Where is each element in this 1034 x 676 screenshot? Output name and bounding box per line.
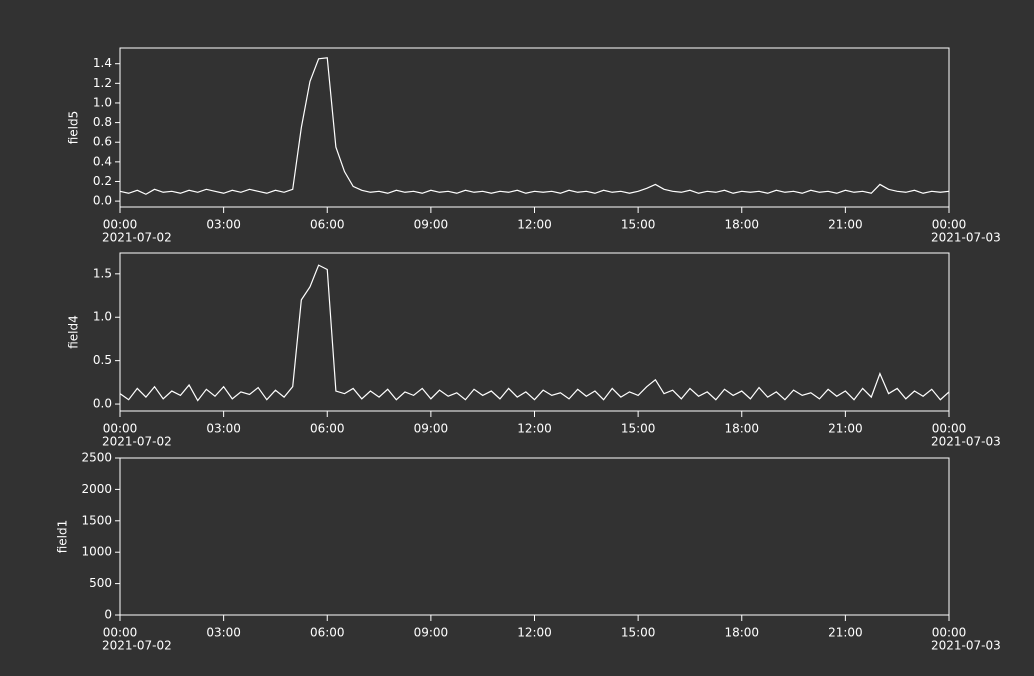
y-tick-label: 1000 xyxy=(81,545,112,559)
x-tick-label: 09:00 xyxy=(414,422,449,436)
x-tick-label: 00:00 xyxy=(932,422,967,436)
y-tick-label: 1.5 xyxy=(93,266,112,280)
y-tick-label: 2500 xyxy=(81,451,112,465)
y-tick-label: 1.4 xyxy=(93,56,112,70)
x-date-label: 2021-07-02 xyxy=(102,639,172,653)
data-line xyxy=(119,264,950,402)
x-date-label: 2021-07-02 xyxy=(102,435,172,449)
x-tick-label: 18:00 xyxy=(724,218,759,232)
plot-frame xyxy=(119,457,950,616)
y-axis-label: field5 xyxy=(67,111,81,145)
y-tick-label: 0.6 xyxy=(93,135,112,149)
x-tick-label: 06:00 xyxy=(310,626,345,640)
y-tick-label: 1.0 xyxy=(93,310,112,324)
x-tick-label: 03:00 xyxy=(206,626,241,640)
x-tick-label: 15:00 xyxy=(621,218,656,232)
x-tick-label: 00:00 xyxy=(932,218,967,232)
plot-frame xyxy=(119,252,950,412)
x-tick-label: 06:00 xyxy=(310,422,345,436)
x-date-label: 2021-07-03 xyxy=(931,639,1001,653)
x-tick-label: 00:00 xyxy=(103,626,138,640)
y-tick-label: 0.4 xyxy=(93,154,112,168)
x-tick-label: 12:00 xyxy=(517,218,552,232)
x-date-label: 2021-07-03 xyxy=(931,231,1001,245)
x-tick-label: 15:00 xyxy=(621,422,656,436)
y-tick-label: 0 xyxy=(104,608,112,622)
x-date-label: 2021-07-03 xyxy=(931,435,1001,449)
y-tick-label: 500 xyxy=(89,576,112,590)
y-tick-label: 0.2 xyxy=(93,174,112,188)
x-tick-label: 09:00 xyxy=(414,626,449,640)
plot-frame xyxy=(119,47,950,208)
x-date-label: 2021-07-02 xyxy=(102,231,172,245)
y-tick-label: 2000 xyxy=(81,482,112,496)
x-tick-label: 00:00 xyxy=(103,422,138,436)
x-tick-label: 15:00 xyxy=(621,626,656,640)
y-tick-label: 1500 xyxy=(81,513,112,527)
x-tick-label: 00:00 xyxy=(103,218,138,232)
x-tick-label: 09:00 xyxy=(414,218,449,232)
y-axis-label: field4 xyxy=(67,315,81,349)
x-tick-label: 18:00 xyxy=(724,422,759,436)
x-tick-label: 21:00 xyxy=(828,626,863,640)
y-tick-label: 0.8 xyxy=(93,115,112,129)
x-tick-label: 00:00 xyxy=(932,626,967,640)
x-tick-label: 21:00 xyxy=(828,422,863,436)
y-tick-label: 1.2 xyxy=(93,76,112,90)
y-tick-label: 0.5 xyxy=(93,353,112,367)
y-tick-label: 1.0 xyxy=(93,95,112,109)
x-tick-label: 21:00 xyxy=(828,218,863,232)
x-tick-label: 03:00 xyxy=(206,218,241,232)
data-line xyxy=(119,57,950,195)
y-axis-label: field1 xyxy=(56,520,70,554)
x-tick-label: 06:00 xyxy=(310,218,345,232)
x-tick-label: 18:00 xyxy=(724,626,759,640)
x-tick-label: 03:00 xyxy=(206,422,241,436)
y-tick-label: 0.0 xyxy=(93,397,112,411)
y-tick-label: 0.0 xyxy=(93,194,112,208)
x-tick-label: 12:00 xyxy=(517,626,552,640)
x-tick-label: 12:00 xyxy=(517,422,552,436)
